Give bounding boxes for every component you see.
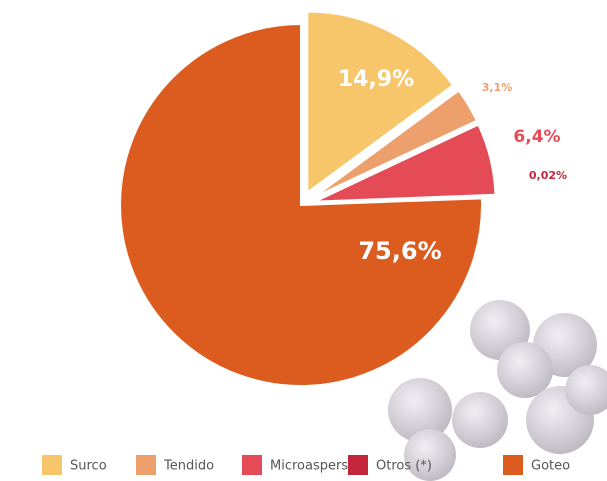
legend-swatch: [348, 455, 368, 475]
legend-label: Surco: [70, 459, 107, 474]
legend-label: Otros (*): [376, 459, 432, 474]
legend-swatch: [42, 455, 62, 475]
slice-label: 14,9%: [338, 67, 414, 92]
background-grapes: [388, 300, 607, 481]
pie-slice: [119, 22, 483, 387]
legend-swatch: [242, 455, 262, 475]
pie-slice: [314, 123, 497, 203]
legend-swatch: [136, 455, 156, 475]
slice-label: 3,1%: [482, 81, 513, 94]
legend-label: Microaspersión: [270, 459, 368, 474]
legend-label: Goteo: [531, 459, 570, 474]
slice-label: 0,02%: [529, 169, 567, 182]
pie-slice: [312, 89, 479, 199]
pie: 14,9% 3,1% 6,4% 0,02% 75,6%: [119, 10, 567, 387]
legend-label: Tendido: [163, 459, 214, 474]
slice-label: 75,6%: [358, 237, 441, 265]
legend-swatch: [503, 455, 523, 475]
slice-label: 6,4%: [513, 127, 560, 147]
pie-slice: [306, 10, 455, 195]
legend: Surco Tendido Microaspersión Otros (*) Goteo: [42, 455, 570, 475]
